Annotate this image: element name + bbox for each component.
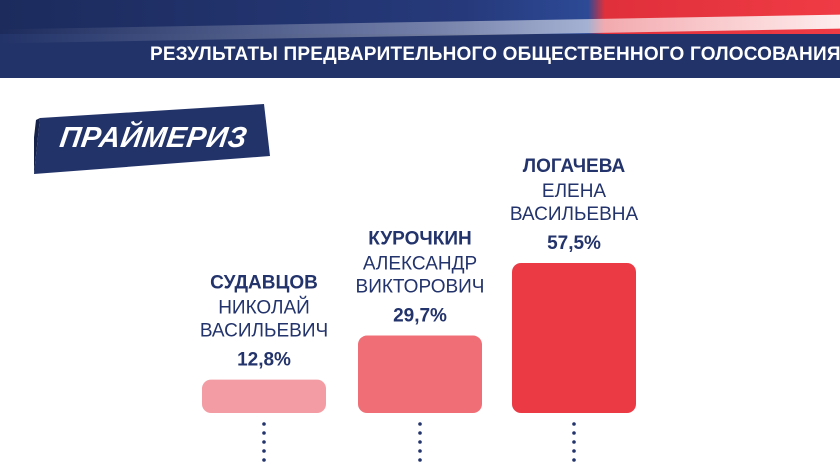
stem-dot-1-3: [262, 440, 266, 444]
candidate-patronymic-2: ВИКТОРОВИЧ: [356, 277, 485, 298]
candidate-surname-1: СУДАВЦОВ: [210, 273, 318, 294]
badge-shape: [34, 104, 270, 174]
stem-dot-2-3: [418, 440, 422, 444]
candidate-surname-3: ЛОГАЧЕВА: [523, 156, 626, 177]
stem-dot-1-5: [262, 458, 266, 462]
candidate-name-2: АЛЕКСАНДР: [363, 254, 477, 275]
stem-dot-3-5: [572, 458, 576, 462]
stem-dot-1-2: [262, 431, 266, 435]
stem-dot-2-4: [418, 449, 422, 453]
candidate-surname-2: КУРОЧКИН: [368, 229, 471, 250]
stem-dot-2-5: [418, 458, 422, 462]
stem-dot-3-3: [572, 440, 576, 444]
candidate-patronymic-1: ВАСИЛЬЕВИЧ: [200, 321, 328, 342]
stem-dot-1-1: [262, 422, 266, 426]
header-decor-strip: [0, 0, 840, 34]
stem-dot-3-4: [572, 449, 576, 453]
page-title: РЕЗУЛЬТАТЫ ПРЕДВАРИТЕЛЬНОГО ОБЩЕСТВЕННОГ…: [150, 44, 840, 65]
value-label-2: 29,7%: [393, 306, 447, 327]
candidate-name-3: ЕЛЕНА: [542, 181, 607, 202]
stem-dot-3-1: [572, 422, 576, 426]
value-label-3: 57,5%: [547, 233, 601, 254]
candidate-name-1: НИКОЛАЙ: [218, 297, 310, 319]
stem-dot-2-1: [418, 422, 422, 426]
stem-dot-2-2: [418, 431, 422, 435]
candidate-patronymic-3: ВАСИЛЬЕВНА: [510, 204, 639, 225]
stem-dot-3-2: [572, 431, 576, 435]
bar-1: [202, 379, 326, 413]
primaries-badge: ПРАЙМЕРИЗ: [34, 104, 270, 174]
bar-3: [512, 263, 636, 413]
bar-2: [358, 335, 482, 413]
value-label-1: 12,8%: [237, 350, 291, 371]
header-band: РЕЗУЛЬТАТЫ ПРЕДВАРИТЕЛЬНОГО ОБЩЕСТВЕННОГ…: [0, 0, 840, 78]
stem-dot-1-4: [262, 449, 266, 453]
